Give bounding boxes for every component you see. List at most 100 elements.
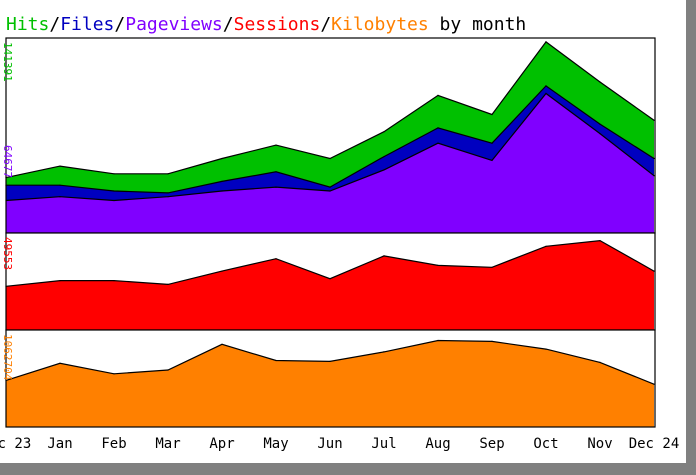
kilobytes-point [167,369,169,371]
files-point [59,184,61,186]
files-point [545,85,547,87]
x-tick-label: Jan [47,436,72,452]
y-axis-label: 49553 [1,237,14,270]
pageviews-point [275,186,277,188]
y-axis-label: 141391 [1,42,14,82]
chart-title: Hits/Files/Pageviews/Sessions/Kilobytes … [6,14,526,35]
hits-point [653,119,655,121]
files-point [383,156,385,158]
chart-panels [5,37,656,428]
hits-point [383,131,385,133]
hits-point [599,81,601,83]
x-tick-label: Dec 24 [629,436,680,452]
hits-point [113,173,115,175]
x-axis-labels: Dec 23 Jan Feb Mar Apr May Jun Jul Aug Sep Oct Nov D… [0,436,679,452]
y-axis-label: 1062704 [1,334,14,381]
kilobytes-area [6,340,654,427]
sessions-point [221,270,223,272]
x-tick-label: Jul [371,436,396,452]
pageviews-point [113,199,115,202]
pageviews-area [6,93,654,233]
kilobytes-point [545,348,547,350]
panel-1 [5,232,656,331]
title-part: Pageviews [125,14,223,35]
kilobytes-point [653,383,655,385]
sessions-point [437,264,439,266]
pageviews-point [653,175,655,177]
title-part: / [223,14,234,35]
x-tick-label: Jun [317,436,342,452]
x-tick-label: Sep [479,436,504,452]
hits-point [437,94,439,96]
files-point [653,157,655,160]
kilobytes-point [59,362,61,364]
x-tick-label: Aug [425,436,450,452]
sessions-point [113,280,115,282]
pageviews-point [437,142,439,144]
sessions-point [383,255,385,257]
pageviews-point [59,196,61,198]
files-point [167,192,169,194]
kilobytes-point [437,339,439,342]
title-part: Hits [6,14,49,35]
pageviews-point [383,169,385,171]
kilobytes-point [275,359,277,362]
x-tick-label: Nov [587,436,612,452]
sessions-point [599,240,601,242]
files-point [437,127,439,129]
pageviews-point [545,92,547,95]
x-tick-label: Mar [155,436,180,452]
kilobytes-point [599,361,601,363]
x-tick-label: Feb [101,436,126,452]
kilobytes-point [329,360,331,362]
files-point [221,180,223,182]
panel-border [5,329,656,428]
title-part: / [320,14,331,35]
hits-point [491,113,493,116]
sessions-point [275,258,277,260]
pageviews-point [221,190,223,192]
title-part: by month [429,14,527,35]
y-axis-labels: 141391 64677 49553 1062704 [1,42,14,381]
files-point [329,186,331,188]
title-part: Files [60,14,114,35]
pageviews-point [599,133,601,135]
frame-bottom [0,463,696,475]
title-part: / [49,14,60,35]
sessions-area [6,240,654,330]
pageviews-point [491,159,493,161]
sessions-point [167,283,169,285]
kilobytes-point [491,340,493,342]
title-part: Sessions [234,14,321,35]
sessions-point [329,278,331,280]
title-part: Kilobytes [331,14,429,35]
files-point [491,142,493,144]
panel-0 [5,37,656,234]
pageviews-point [167,196,169,198]
kilobytes-point [221,343,223,345]
x-tick-label: Dec 23 [0,436,31,452]
sessions-point [653,270,655,272]
pageviews-point [329,190,331,192]
kilobytes-point [383,351,385,353]
files-point [275,171,277,173]
panel-2 [5,329,656,428]
sessions-point [545,245,547,247]
files-point [599,123,601,125]
hits-point [167,173,169,175]
x-tick-label: May [263,436,288,452]
y-axis-label: 64677 [1,145,14,178]
title-part: / [114,14,125,35]
hits-point [59,165,61,167]
hits-point [221,157,223,160]
hits-point [329,157,331,160]
sessions-point [491,266,493,268]
kilobytes-point [113,373,115,375]
x-tick-label: Apr [209,436,234,452]
sessions-point [59,280,61,282]
files-point [113,190,115,192]
hits-point [275,144,277,146]
hits-point [545,41,547,43]
